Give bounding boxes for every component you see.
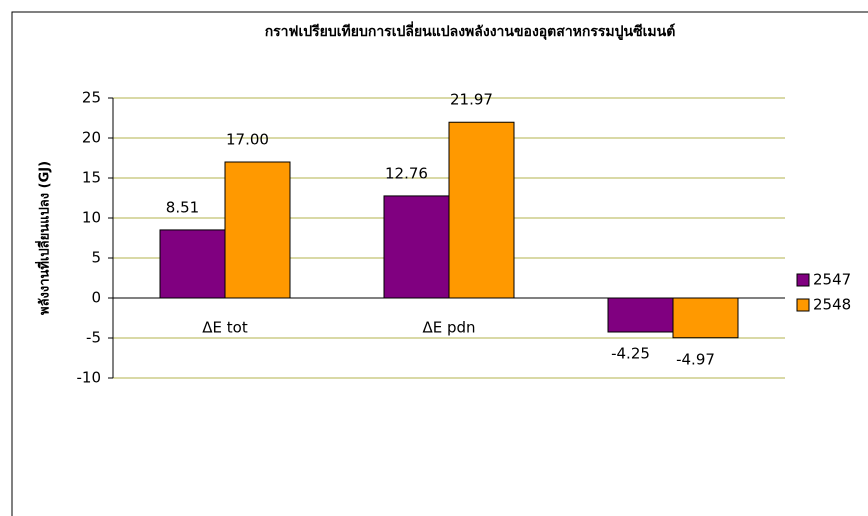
y-tick-label: 25	[82, 89, 101, 107]
y-tick-label: 0	[91, 289, 101, 307]
x-tick-label: ΔE tot	[202, 319, 248, 337]
y-tick-label: 15	[82, 169, 101, 187]
bar	[448, 121, 515, 299]
y-tick-label: 20	[82, 129, 101, 147]
y-tick-label: -5	[86, 329, 101, 347]
legend-swatch	[796, 273, 810, 287]
legend-swatch	[796, 298, 810, 312]
bar	[224, 161, 291, 299]
y-tick-label: 10	[82, 209, 101, 227]
data-label: -4.25	[611, 345, 650, 363]
chart-title: กราฟเปรียบเทียบการเปลี่ยนแปลงพลังงานของอ…	[265, 21, 676, 40]
data-label: 12.76	[385, 164, 428, 182]
y-tick-label: -10	[77, 369, 102, 387]
data-label: 8.51	[166, 198, 199, 216]
y-axis-label: พลังงานที่เปลี่ยนแปลง (GJ)	[35, 161, 53, 315]
bar	[672, 297, 739, 339]
legend-label: 2548	[813, 296, 851, 314]
x-tick-label: ΔE pdn	[422, 319, 475, 337]
bar	[159, 229, 226, 299]
data-label: -4.97	[676, 350, 715, 368]
bar	[607, 297, 674, 333]
data-label: 17.00	[226, 131, 269, 149]
bar	[383, 195, 450, 299]
legend-label: 2547	[813, 271, 851, 289]
data-label: 21.97	[450, 91, 493, 109]
y-tick-label: 5	[91, 249, 101, 267]
